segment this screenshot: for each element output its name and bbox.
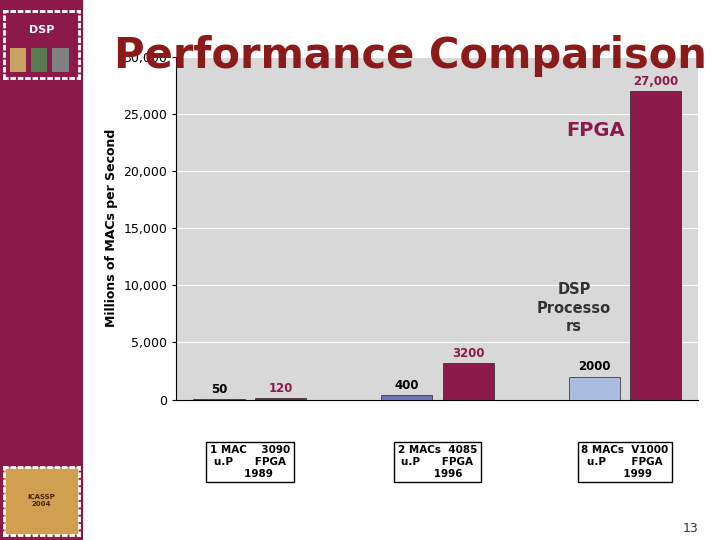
Text: 1 MAC    3090
u.P      FPGA
     1989: 1 MAC 3090 u.P FPGA 1989 xyxy=(210,446,290,478)
Bar xyxy=(381,395,432,400)
Text: DSP
Processo
rs: DSP Processo rs xyxy=(537,282,611,334)
FancyBboxPatch shape xyxy=(31,48,48,71)
Y-axis label: Millions of MACs per Second: Millions of MACs per Second xyxy=(105,129,118,327)
Text: 3200: 3200 xyxy=(452,347,485,360)
Text: 400: 400 xyxy=(395,379,419,392)
Text: 50: 50 xyxy=(211,383,228,396)
Bar xyxy=(630,91,681,400)
Bar xyxy=(443,363,494,400)
Bar xyxy=(255,398,306,400)
Bar xyxy=(194,399,245,400)
Text: 8 MACs  V1000
u.P       FPGA
       1999: 8 MACs V1000 u.P FPGA 1999 xyxy=(582,446,669,478)
Text: 13: 13 xyxy=(683,522,698,535)
Text: ICASSP
2004: ICASSP 2004 xyxy=(27,494,55,508)
Text: FPGA: FPGA xyxy=(567,122,626,140)
FancyBboxPatch shape xyxy=(9,48,27,71)
Text: Performance Comparison: Performance Comparison xyxy=(114,35,707,77)
Text: DSP: DSP xyxy=(29,25,54,35)
Text: 2 MACs  4085
u.P      FPGA
      1996: 2 MACs 4085 u.P FPGA 1996 xyxy=(397,446,477,478)
FancyBboxPatch shape xyxy=(52,48,68,71)
Bar xyxy=(569,377,620,400)
Text: 120: 120 xyxy=(269,382,292,395)
Text: 27,000: 27,000 xyxy=(633,75,678,87)
Text: 2000: 2000 xyxy=(578,360,611,373)
